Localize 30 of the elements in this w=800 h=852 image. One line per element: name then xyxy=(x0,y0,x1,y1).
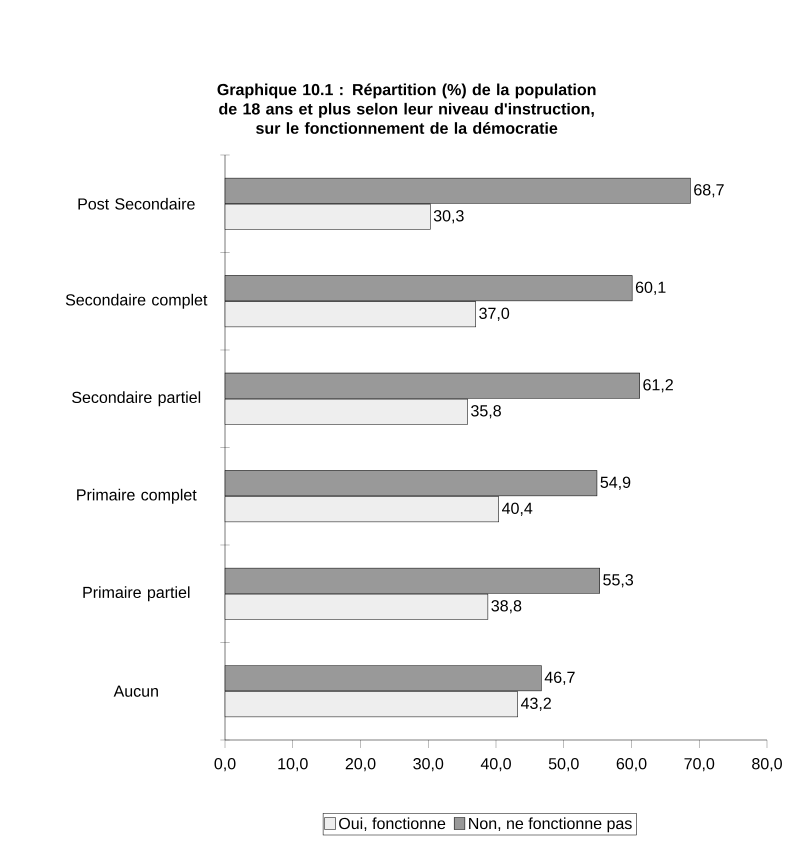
y-tick-label: Secondaire partiel xyxy=(72,391,200,406)
data-label: 30,3 xyxy=(434,210,464,224)
data-label: 46,7 xyxy=(544,672,575,685)
data-label: 54,9 xyxy=(600,476,630,490)
data-label: 35,8 xyxy=(471,405,501,418)
data-label: 68,7 xyxy=(694,184,724,198)
chart-title: Graphique 10.1 : Répartition (%) de la population de 18 ans et plus selon leur niveau d'instruction, sur le fonctionnement de la démocratie xyxy=(218,83,596,134)
y-tick-label: Aucun xyxy=(114,686,158,697)
y-tick-label: Primaire partiel xyxy=(83,586,190,602)
data-label: 60,1 xyxy=(636,282,666,295)
y-tick-label: Primaire complet xyxy=(77,488,197,504)
x-tick-label: 70,0 xyxy=(684,758,714,772)
x-tick-label: 40,0 xyxy=(480,758,511,772)
x-tick-label: 10,0 xyxy=(278,758,308,772)
legend-label: Oui, fonctionne xyxy=(339,817,446,832)
x-tick-label: 50,0 xyxy=(548,758,579,772)
x-tick-label: 60,0 xyxy=(616,758,646,772)
x-tick-label: 0,0 xyxy=(214,758,236,772)
data-label: 37,0 xyxy=(479,308,510,321)
x-tick-label: 80,0 xyxy=(752,758,782,772)
legend-label: Non, ne fonctionne pas xyxy=(469,817,632,832)
data-label: 43,2 xyxy=(520,698,551,711)
data-label: 38,8 xyxy=(491,600,522,614)
data-label: 40,4 xyxy=(502,502,532,516)
data-label: 61,2 xyxy=(643,379,673,392)
data-label: 55,3 xyxy=(603,574,634,588)
y-tick-label: Post Secondaire xyxy=(78,198,195,210)
x-tick-label: 30,0 xyxy=(413,758,444,772)
y-tick-label: Secondaire complet xyxy=(66,294,208,309)
x-tick-label: 20,0 xyxy=(346,758,376,772)
